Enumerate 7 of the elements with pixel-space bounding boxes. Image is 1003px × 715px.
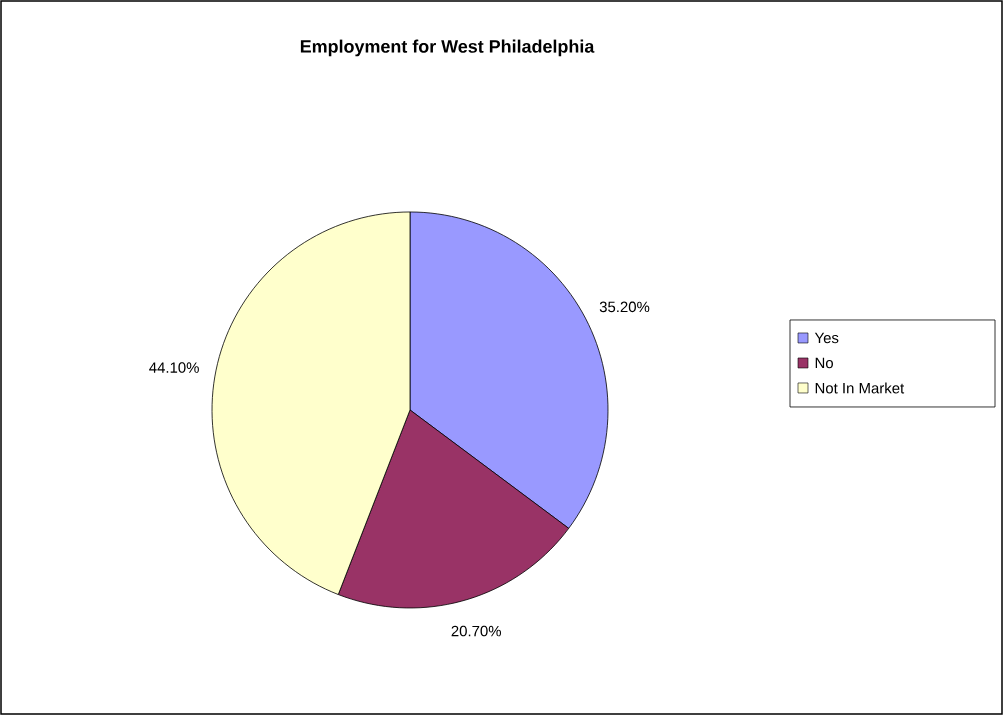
legend-label: Not In Market	[815, 382, 905, 394]
chart-title: Employment for West Philadelphia	[300, 39, 595, 57]
legend-label: Yes	[814, 332, 839, 344]
data-label: 44.10%	[149, 362, 199, 373]
legend-label: No	[815, 357, 833, 369]
data-label: 20.70%	[451, 625, 501, 637]
data-label: 35.20%	[599, 301, 650, 313]
